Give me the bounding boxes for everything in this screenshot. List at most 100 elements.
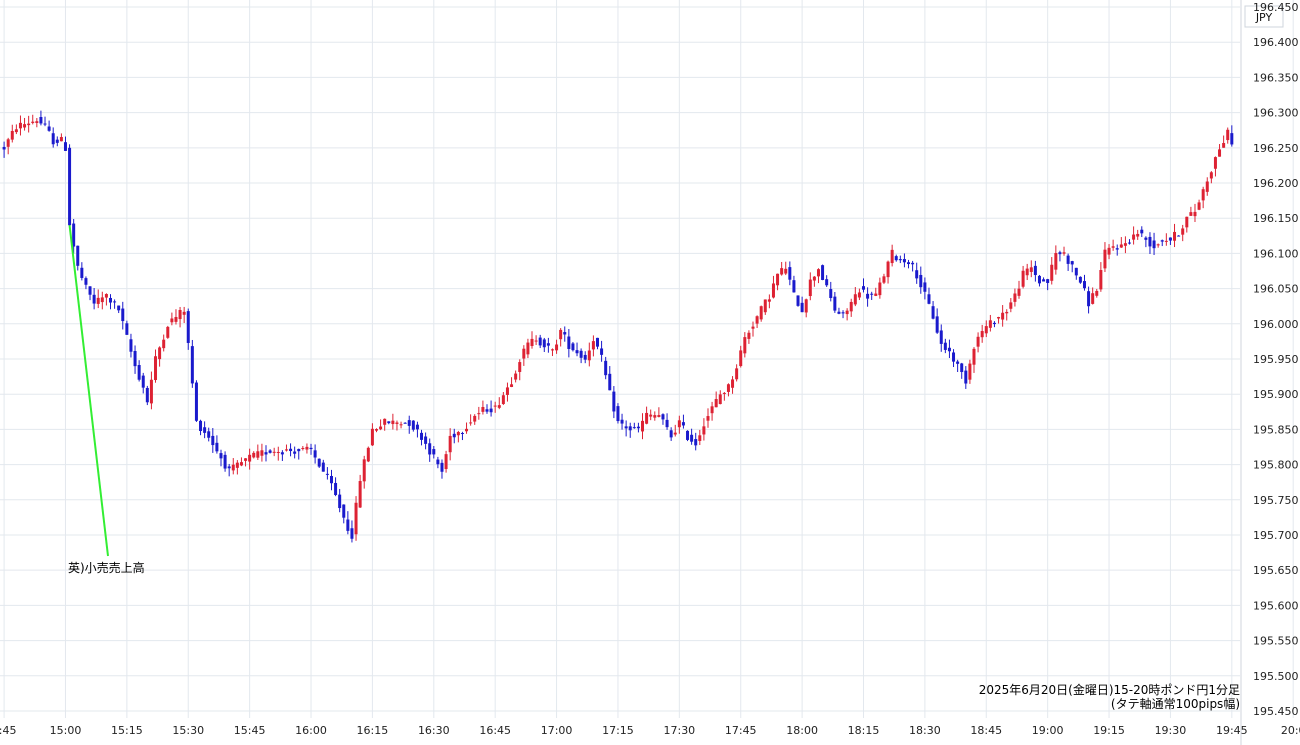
candle-body [1144,237,1148,240]
candle [964,366,968,389]
candle-body [203,427,207,433]
candle-body [137,365,141,380]
candle [182,306,186,324]
candle [497,397,501,410]
candle [890,244,894,267]
candle [1132,226,1136,245]
candle-body [1140,229,1144,234]
candle-body [460,433,464,435]
annotations: 英)小売売上高 [68,225,145,575]
candle [43,116,47,127]
candle [1017,280,1021,299]
candle [514,370,518,383]
candle [104,293,108,306]
candle [18,115,22,136]
candle-body [239,462,243,466]
y-tick-label: 196.300 [1253,107,1299,120]
candle [956,359,960,373]
candle [399,421,403,429]
candle [170,312,174,326]
candle [792,275,796,293]
candle [186,308,190,350]
candle-body [473,415,477,422]
candle-body [465,428,469,432]
candle-body [739,350,743,367]
candle-body [27,123,31,126]
candle [452,428,456,444]
x-tick-label: 18:30 [909,724,941,737]
candle [1005,309,1009,321]
candle-body [1189,212,1193,216]
candle-body [673,432,677,435]
candle [837,307,841,315]
candle-body [387,421,391,424]
candle-body [911,262,915,265]
y-tick-label: 195.950 [1253,353,1299,366]
candle [583,351,587,364]
candle [1050,257,1054,285]
candle-body [129,339,133,352]
candle [211,428,215,453]
x-tick-label: 19:00 [1032,724,1064,737]
candle-body [207,431,211,438]
candle-body [1213,157,1217,169]
candle-body [96,297,100,304]
candle [395,420,399,431]
candle-body [1152,240,1156,249]
candle [10,124,14,143]
candle [980,324,984,343]
candle [968,359,972,384]
candle-body [354,502,358,535]
candle [1160,239,1164,247]
candle [432,446,436,459]
candle-body [1156,244,1160,246]
candle-body [141,375,145,388]
candle-body [767,299,771,302]
candle [465,422,469,434]
candle [1115,244,1119,256]
candle-body [669,430,673,438]
candle-body [677,420,681,428]
candle [616,403,620,424]
candle [80,262,84,281]
candle-body [280,452,284,455]
candle [857,288,861,301]
candle [935,308,939,334]
candle-body [845,310,849,315]
candle [669,427,673,441]
candle [641,413,645,440]
candle-body [317,458,321,467]
candle-body [808,279,812,297]
candle [117,305,121,314]
candle [424,432,428,450]
candle-body [960,363,964,373]
x-tick-label: 17:00 [541,724,573,737]
candle [1152,232,1156,256]
candle [751,321,755,337]
candle-body [321,462,325,472]
candle [129,333,133,358]
candle [710,401,714,421]
candle [252,451,256,459]
candle-body [780,268,784,275]
candle-body [1009,302,1013,309]
candle [313,444,317,464]
candle-body [510,384,514,387]
candle-body [342,504,346,518]
candle [771,275,775,299]
candle [485,404,489,414]
candle [383,418,387,431]
candle-body [919,274,923,288]
candle-body [170,318,174,323]
candle [1054,245,1058,275]
candle-body [1115,248,1119,250]
candle [1029,260,1033,278]
candle [280,450,284,461]
candle [1144,236,1148,248]
candle-body [379,426,383,430]
candle [342,504,346,524]
candle-body [215,442,219,452]
candle [886,260,890,284]
candle-body [1201,189,1205,201]
